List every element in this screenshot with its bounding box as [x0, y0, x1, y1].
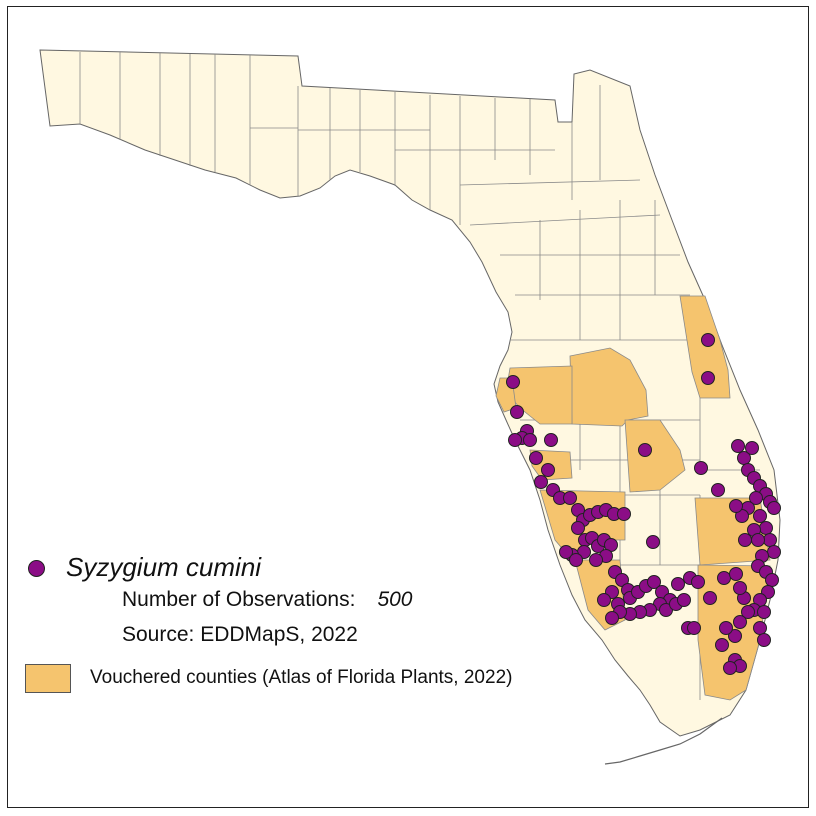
- observation-legend-icon: [28, 560, 45, 577]
- observation-point: [671, 577, 685, 591]
- observation-point: [541, 463, 555, 477]
- observation-point: [529, 451, 543, 465]
- vouchered-county-swatch: [25, 664, 71, 693]
- observation-point: [646, 535, 660, 549]
- observation-point: [563, 491, 577, 505]
- observation-point: [733, 581, 747, 595]
- observation-point: [767, 501, 781, 515]
- observation-point: [753, 509, 767, 523]
- observation-point: [741, 605, 755, 619]
- vouchered-counties-label: Vouchered counties (Atlas of Florida Pla…: [90, 667, 513, 688]
- observations-value: 500: [377, 588, 413, 611]
- observation-point: [701, 333, 715, 347]
- species-name: Syzygium cumini: [66, 552, 262, 582]
- observation-point: [731, 439, 745, 453]
- observation-point: [759, 521, 773, 535]
- observation-point: [687, 621, 701, 635]
- observation-point: [723, 661, 737, 675]
- observation-point: [597, 593, 611, 607]
- observation-point: [508, 433, 522, 447]
- observation-point: [711, 483, 725, 497]
- observation-point: [729, 499, 743, 513]
- observation-point: [544, 433, 558, 447]
- observation-point: [765, 573, 779, 587]
- observation-point: [569, 553, 583, 567]
- observation-point: [733, 615, 747, 629]
- observations-label: Number of Observations:: [122, 588, 356, 611]
- observation-point: [749, 491, 763, 505]
- observation-point: [506, 375, 520, 389]
- observation-point: [763, 533, 777, 547]
- observation-point: [677, 593, 691, 607]
- vouchered-county-palm-beach: [694, 497, 771, 566]
- source-text: Source: EDDMapS, 2022: [122, 623, 358, 646]
- observation-point: [691, 575, 705, 589]
- observation-point: [510, 405, 524, 419]
- vouchered-county-brevard: [679, 295, 731, 399]
- observation-point: [751, 533, 765, 547]
- observation-point: [767, 545, 781, 559]
- observation-point: [647, 575, 661, 589]
- observation-point: [605, 611, 619, 625]
- observation-point: [715, 638, 729, 652]
- observation-point: [728, 629, 742, 643]
- florida-keys: [604, 717, 723, 765]
- observation-point: [738, 533, 752, 547]
- observation-point: [534, 475, 548, 489]
- observation-point: [757, 605, 771, 619]
- observation-point: [694, 461, 708, 475]
- observations-line: Number of Observations: 500: [122, 588, 412, 612]
- vouchered-county-polk: [569, 347, 649, 427]
- observation-point: [719, 621, 733, 635]
- observation-point: [523, 433, 537, 447]
- vouchered-county-highlands: [624, 419, 686, 493]
- observation-point: [617, 507, 631, 521]
- observation-point: [729, 567, 743, 581]
- observation-point: [571, 521, 585, 535]
- observation-point: [757, 633, 771, 647]
- observation-points: [506, 333, 781, 675]
- observation-point: [638, 443, 652, 457]
- observation-point: [559, 545, 573, 559]
- observation-point: [745, 441, 759, 455]
- observation-point: [703, 591, 717, 605]
- observation-point: [589, 553, 603, 567]
- observation-point: [753, 621, 767, 635]
- observation-point: [701, 371, 715, 385]
- observation-point: [717, 571, 731, 585]
